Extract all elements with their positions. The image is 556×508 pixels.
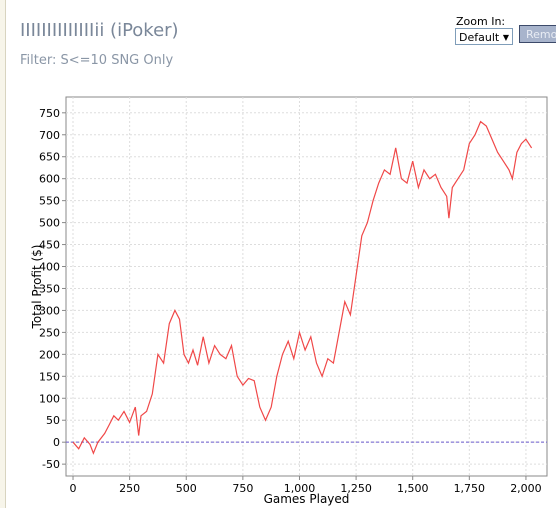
y-tick-label: 500 <box>39 217 60 230</box>
x-tick-label: 0 <box>70 482 77 495</box>
zoom-value: Default <box>459 31 500 44</box>
y-tick-label: 0 <box>53 436 60 449</box>
y-tick-label: 550 <box>39 195 60 208</box>
x-tick-label: 1,750 <box>454 482 486 495</box>
x-axis-label: Games Played <box>264 492 350 506</box>
y-tick-label: 400 <box>39 261 60 274</box>
x-tick-label: 1,500 <box>397 482 429 495</box>
x-tick-label: 250 <box>119 482 140 495</box>
y-tick-label: 650 <box>39 151 60 164</box>
side-strip <box>0 0 6 508</box>
zoom-select[interactable]: Default ▼ <box>455 28 513 45</box>
y-tick-label: 750 <box>39 107 60 120</box>
y-tick-label: -50 <box>42 458 60 471</box>
y-tick-label: 700 <box>39 129 60 142</box>
remove-button[interactable]: Remove <box>519 25 556 43</box>
y-tick-label: 300 <box>39 304 60 317</box>
x-tick-label: 500 <box>176 482 197 495</box>
plot-area <box>65 96 548 477</box>
page-title: IIIIIIIIIIIIIIii (iPoker) <box>20 20 179 41</box>
dropdown-arrow: ▼ <box>502 33 509 42</box>
y-tick-label: 250 <box>39 326 60 339</box>
x-tick-label: 750 <box>232 482 253 495</box>
y-tick-label: 450 <box>39 239 60 252</box>
y-tick-label: 50 <box>46 414 60 427</box>
y-tick-label: 350 <box>39 282 60 295</box>
x-tick-label: 1,000 <box>284 482 316 495</box>
zoom-label: Zoom In: <box>456 15 506 28</box>
x-tick-label: 1,250 <box>340 482 372 495</box>
filter-label: Filter: S<=10 SNG Only <box>20 53 174 68</box>
x-tick-label: 2,000 <box>510 482 542 495</box>
y-tick-label: 100 <box>39 392 60 405</box>
y-tick-label: 200 <box>39 348 60 361</box>
y-tick-label: 150 <box>39 370 60 383</box>
profit-line <box>72 120 533 455</box>
y-tick-label: 600 <box>39 173 60 186</box>
y-axis-label: Total Profit ($) <box>30 245 44 330</box>
